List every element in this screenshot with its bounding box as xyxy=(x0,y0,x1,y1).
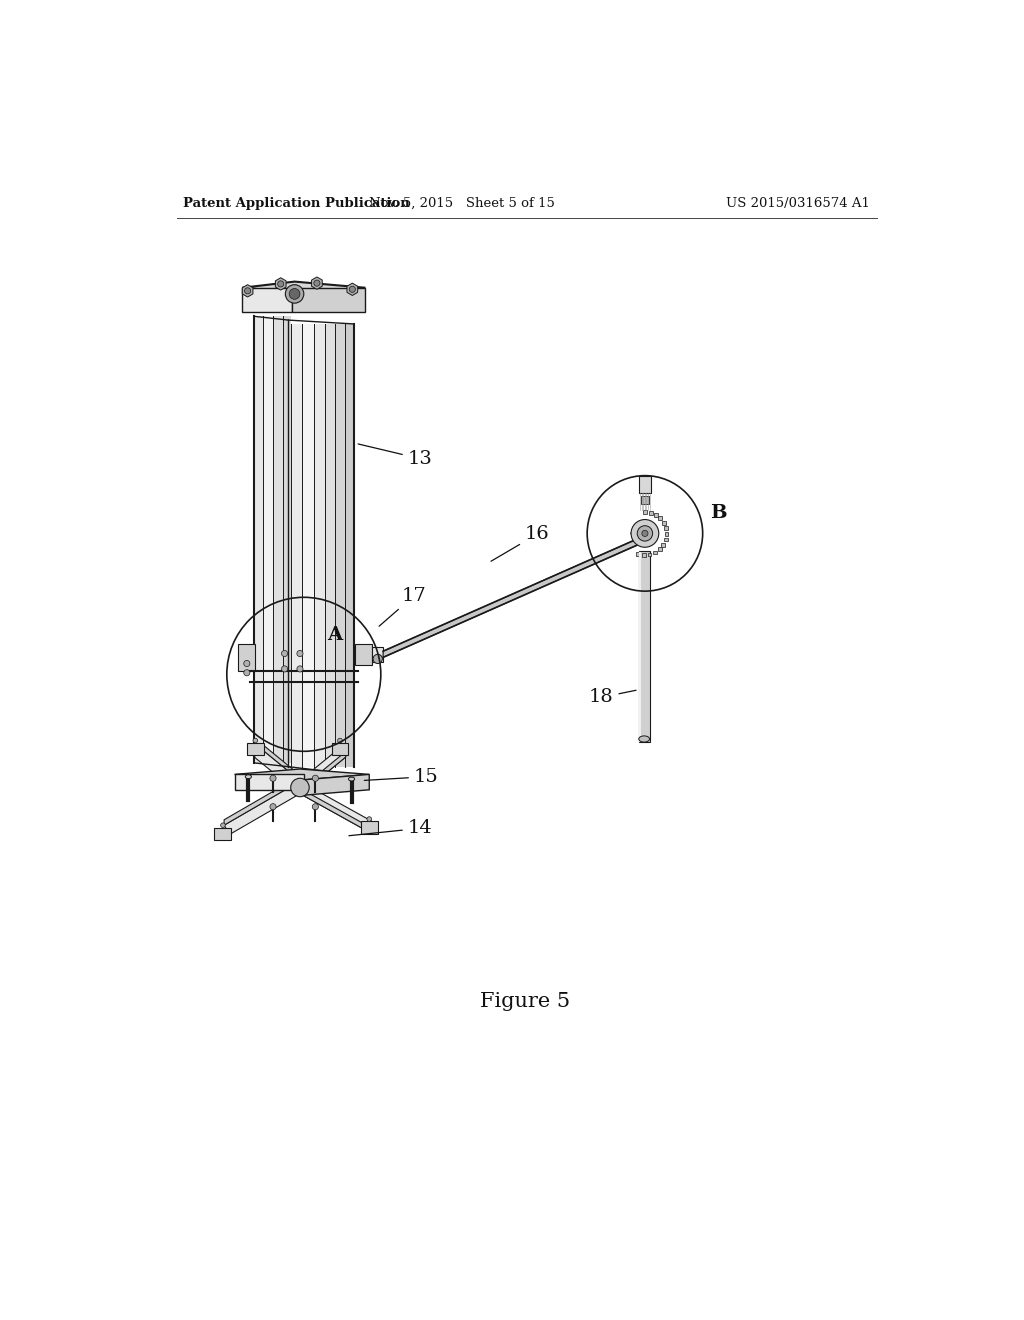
Circle shape xyxy=(289,289,300,300)
Bar xyxy=(313,323,325,767)
Polygon shape xyxy=(224,777,297,825)
Circle shape xyxy=(270,775,276,781)
Circle shape xyxy=(349,286,355,293)
Polygon shape xyxy=(297,787,367,830)
Circle shape xyxy=(642,531,648,536)
Circle shape xyxy=(297,651,303,656)
Text: A: A xyxy=(327,626,342,644)
Circle shape xyxy=(278,281,284,286)
Polygon shape xyxy=(297,748,346,792)
Text: Figure 5: Figure 5 xyxy=(479,993,570,1011)
Polygon shape xyxy=(254,748,303,792)
Text: 14: 14 xyxy=(349,820,432,837)
Circle shape xyxy=(282,665,288,672)
Bar xyxy=(653,550,656,554)
Bar xyxy=(665,532,669,536)
Text: 15: 15 xyxy=(365,768,438,785)
Bar xyxy=(345,323,354,767)
Bar xyxy=(355,644,373,665)
Ellipse shape xyxy=(246,775,252,779)
Bar xyxy=(647,553,651,556)
Bar xyxy=(301,323,313,767)
Text: B: B xyxy=(711,504,727,521)
Circle shape xyxy=(312,775,318,781)
Polygon shape xyxy=(234,770,370,780)
Bar xyxy=(373,647,383,663)
Bar xyxy=(335,323,345,767)
Bar xyxy=(273,317,283,763)
Text: Patent Application Publication: Patent Application Publication xyxy=(183,197,410,210)
Circle shape xyxy=(286,285,304,304)
Circle shape xyxy=(244,660,250,667)
Circle shape xyxy=(244,669,250,676)
Circle shape xyxy=(220,822,225,828)
Bar xyxy=(325,323,335,767)
Text: 13: 13 xyxy=(358,444,432,467)
Text: 17: 17 xyxy=(379,587,426,626)
Bar xyxy=(636,552,640,556)
Circle shape xyxy=(245,288,251,294)
Bar xyxy=(658,516,663,520)
Polygon shape xyxy=(224,783,303,834)
Text: US 2015/0316574 A1: US 2015/0316574 A1 xyxy=(726,197,869,210)
Text: Nov. 5, 2015   Sheet 5 of 15: Nov. 5, 2015 Sheet 5 of 15 xyxy=(369,197,555,210)
Circle shape xyxy=(367,817,372,821)
Text: 18: 18 xyxy=(589,689,636,706)
Bar xyxy=(648,511,652,515)
Circle shape xyxy=(312,804,318,809)
Bar xyxy=(654,513,657,516)
Circle shape xyxy=(297,665,303,672)
Bar xyxy=(263,317,273,763)
Bar xyxy=(243,288,292,313)
Polygon shape xyxy=(243,281,366,294)
Polygon shape xyxy=(303,751,346,792)
Bar xyxy=(283,317,291,763)
Polygon shape xyxy=(304,775,370,795)
Circle shape xyxy=(373,655,382,664)
Bar xyxy=(247,743,264,755)
Text: 16: 16 xyxy=(490,525,550,561)
Polygon shape xyxy=(292,288,366,313)
Bar xyxy=(639,552,649,742)
Polygon shape xyxy=(261,743,303,783)
Circle shape xyxy=(282,651,288,656)
Bar xyxy=(254,317,263,763)
Circle shape xyxy=(338,738,342,743)
Bar xyxy=(639,477,651,494)
Bar xyxy=(291,323,301,767)
Bar xyxy=(214,828,231,840)
Bar xyxy=(662,543,666,546)
Circle shape xyxy=(253,738,258,743)
Bar xyxy=(642,553,646,557)
Bar xyxy=(664,527,668,531)
Ellipse shape xyxy=(348,777,354,781)
Circle shape xyxy=(313,280,319,286)
Circle shape xyxy=(291,779,309,797)
Circle shape xyxy=(270,804,276,809)
Polygon shape xyxy=(297,783,372,830)
Bar xyxy=(657,548,662,552)
Bar xyxy=(332,743,348,755)
Bar xyxy=(662,521,666,525)
Bar xyxy=(234,775,304,789)
Circle shape xyxy=(631,520,658,548)
Bar xyxy=(641,496,649,504)
Circle shape xyxy=(637,525,652,541)
Bar xyxy=(643,510,647,513)
Ellipse shape xyxy=(639,737,649,742)
Bar xyxy=(664,537,668,541)
Bar xyxy=(360,821,378,834)
Bar xyxy=(239,644,255,671)
Polygon shape xyxy=(383,535,648,657)
